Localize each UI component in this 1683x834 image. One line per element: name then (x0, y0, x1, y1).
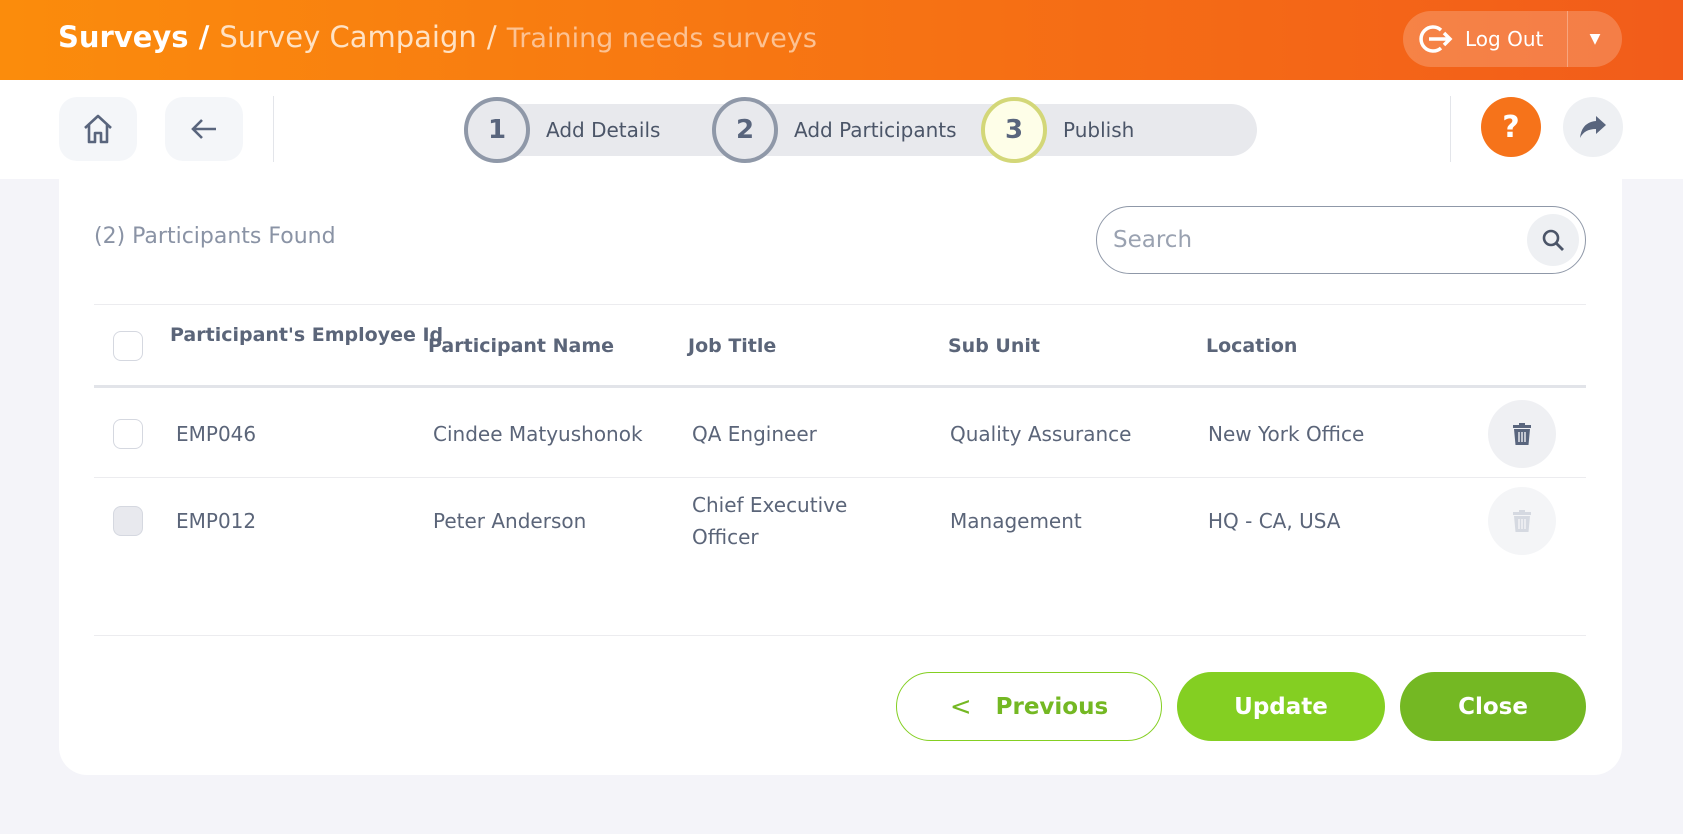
row-checkbox[interactable] (113, 506, 143, 536)
delete-button[interactable] (1488, 400, 1556, 468)
app-header: Surveys / Survey Campaign / Training nee… (0, 0, 1683, 80)
stepper-track (464, 104, 1257, 156)
breadcrumb-survey-campaign[interactable]: Survey Campaign (219, 20, 477, 54)
previous-button[interactable]: < Previous (896, 672, 1162, 741)
arrow-left-icon (191, 119, 216, 139)
back-button[interactable] (165, 97, 243, 161)
step-add-participants[interactable]: 2 Add Participants (712, 97, 957, 163)
toolbar: 1 Add Details 2 Add Participants 3 Publish … (0, 80, 1683, 179)
help-button[interactable]: ? (1481, 97, 1541, 157)
breadcrumb-separator: / (198, 20, 210, 54)
chevron-left-icon: < (949, 691, 972, 722)
cell-sub-unit: Quality Assurance (950, 422, 1132, 446)
cell-location: New York Office (1208, 422, 1365, 446)
divider (94, 304, 1586, 305)
close-label: Close (1458, 693, 1528, 720)
cell-employee-id: EMP046 (176, 422, 257, 446)
logout-group: Log Out ▼ (1403, 11, 1622, 67)
chevron-down-icon[interactable]: ▼ (1589, 31, 1601, 47)
logout-label: Log Out (1465, 27, 1544, 51)
delete-button-disabled (1488, 487, 1556, 555)
logout-button[interactable]: Log Out (1403, 11, 1568, 67)
cell-name: Cindee Matyushonok (433, 422, 643, 446)
column-sub-unit: Sub Unit (948, 335, 1040, 357)
breadcrumb-surveys[interactable]: Surveys (58, 20, 189, 54)
participants-card: (2) Participants Found Participant's Emp… (59, 172, 1622, 775)
select-all-checkbox[interactable] (113, 331, 143, 361)
breadcrumb: Surveys / Survey Campaign / Training nee… (58, 20, 817, 54)
breadcrumb-separator: / (486, 20, 497, 54)
header-divider (94, 385, 1586, 388)
trash-icon (1513, 510, 1531, 532)
logout-icon (1419, 25, 1453, 53)
search-icon (1542, 229, 1564, 251)
cell-job-title: QA Engineer (692, 422, 817, 446)
step-publish[interactable]: 3 Publish (981, 97, 1134, 163)
share-button[interactable] (1563, 97, 1623, 157)
divider (273, 96, 274, 162)
column-job-title: Job Title (688, 335, 777, 357)
column-employee-id: Participant's Employee Id (170, 324, 444, 346)
cell-name: Peter Anderson (433, 509, 587, 533)
help-icon: ? (1502, 109, 1520, 145)
column-location: Location (1206, 335, 1298, 357)
step-number: 2 (712, 97, 778, 163)
home-icon (84, 114, 112, 144)
search-box (1096, 206, 1586, 274)
step-number: 3 (981, 97, 1047, 163)
update-button[interactable]: Update (1177, 672, 1385, 741)
row-checkbox[interactable] (113, 419, 143, 449)
previous-label: Previous (995, 693, 1109, 720)
participants-count: (2) Participants Found (94, 224, 336, 249)
divider (1450, 96, 1451, 162)
cell-job-title: Chief Executive Officer (692, 493, 848, 549)
share-icon (1580, 116, 1606, 138)
search-input[interactable] (1113, 227, 1527, 253)
update-label: Update (1234, 693, 1328, 720)
step-label: Add Participants (794, 118, 957, 142)
cell-location: HQ - CA, USA (1208, 509, 1341, 533)
divider (94, 635, 1586, 636)
step-label: Add Details (546, 118, 661, 142)
cell-sub-unit: Management (950, 509, 1082, 533)
search-button[interactable] (1527, 214, 1579, 266)
column-participant-name: Participant Name (428, 335, 615, 357)
home-button[interactable] (59, 97, 137, 161)
breadcrumb-current: Training needs surveys (506, 23, 817, 54)
step-number: 1 (464, 97, 530, 163)
close-button[interactable]: Close (1400, 672, 1586, 741)
row-divider (94, 477, 1586, 478)
step-label: Publish (1063, 118, 1135, 142)
cell-employee-id: EMP012 (176, 509, 257, 533)
step-add-details[interactable]: 1 Add Details (464, 97, 660, 163)
trash-icon (1513, 423, 1531, 445)
